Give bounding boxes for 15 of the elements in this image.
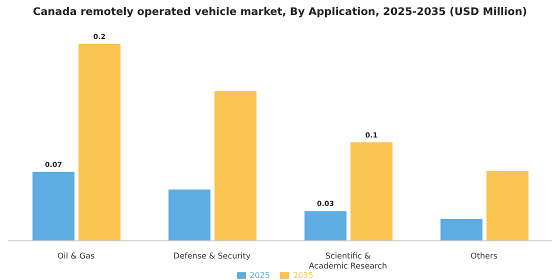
legend-label: 2035 <box>293 270 314 280</box>
bar <box>440 219 482 241</box>
chart-title: Canada remotely operated vehicle market, By Application, 2025-2035 (USD Million) <box>32 5 528 20</box>
bar <box>78 44 120 241</box>
bar <box>168 190 210 241</box>
bar <box>486 170 528 241</box>
bar <box>32 172 74 241</box>
x-tick-label: Others <box>470 252 498 261</box>
legend-label: 2025 <box>250 270 270 280</box>
bar <box>304 211 346 241</box>
x-tick-label: Defense & Security <box>173 252 251 261</box>
x-tick-label: Scientific & Academic Research <box>308 252 388 271</box>
bar <box>350 142 392 241</box>
bar <box>214 91 256 241</box>
x-tick-label: Oil & Gas <box>57 252 95 261</box>
